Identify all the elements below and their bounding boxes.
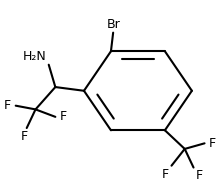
Text: F: F [196,169,203,182]
Text: F: F [162,167,169,180]
Text: F: F [21,130,28,143]
Text: H₂N: H₂N [23,50,47,63]
Text: F: F [209,137,216,150]
Text: F: F [4,99,11,112]
Text: Br: Br [106,18,120,31]
Text: F: F [60,110,67,123]
